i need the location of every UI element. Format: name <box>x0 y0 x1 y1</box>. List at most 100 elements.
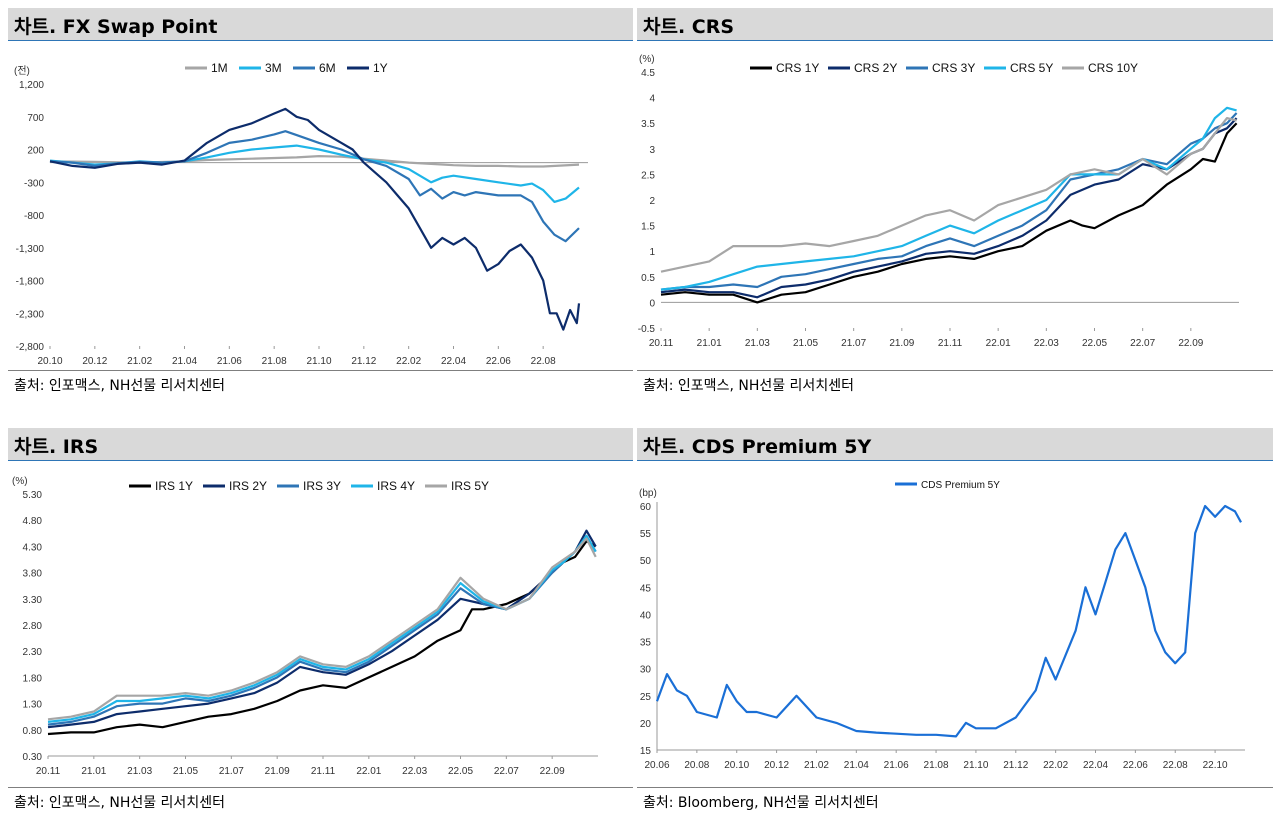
x-tick-label: 21.09 <box>889 338 914 349</box>
x-tick-label: 21.11 <box>311 766 336 777</box>
y-tick-label: 4 <box>649 94 655 105</box>
x-tick-label: 21.03 <box>745 338 770 349</box>
x-tick-label: 21.01 <box>81 766 106 777</box>
chart-source: 출처: 인포맥스, NH선물 리서치센터 <box>643 378 854 394</box>
y-tick-label: 15 <box>640 746 652 757</box>
y-tick-label: 3 <box>649 145 655 156</box>
x-tick-label: 21.03 <box>127 766 152 777</box>
panel-header: 차트. IRS <box>8 428 633 461</box>
y-tick-label: 20 <box>640 719 652 730</box>
y-tick-label: 0.5 <box>641 273 655 284</box>
x-tick-label: 22.06 <box>1123 760 1148 771</box>
panel-irs: 차트. IRS (%) 5.30 4.80 4.30 3.80 3.30 2.80 2.30 1… <box>8 428 633 819</box>
x-tick-label: 20.06 <box>644 760 669 771</box>
y-tick-label: 4.30 <box>23 542 43 553</box>
x-tick-label: 21.12 <box>351 356 376 367</box>
x-tick-label: 20.10 <box>724 760 749 771</box>
y-tick-label: 1.30 <box>23 700 43 711</box>
legend-label: 1Y <box>373 61 388 75</box>
y-tick-label: 25 <box>640 692 652 703</box>
legend-label: IRS 3Y <box>303 479 341 493</box>
y-tick-label: -2,800 <box>16 342 45 353</box>
source-divider <box>8 787 633 788</box>
x-tick-label: 21.05 <box>793 338 818 349</box>
legend-label: CRS 1Y <box>776 61 819 75</box>
panel-header: 차트. CDS Premium 5Y <box>637 428 1273 461</box>
x-tick-label: 22.02 <box>1043 760 1068 771</box>
x-tick-label: 21.07 <box>841 338 866 349</box>
x-tick-label: 22.08 <box>531 356 556 367</box>
series-line-3m <box>49 144 580 203</box>
x-tick-label: 22.05 <box>448 766 473 777</box>
x-tick-label: 20.11 <box>649 338 674 349</box>
x-tick-label: 22.04 <box>1083 760 1108 771</box>
y-tick-label: 2.5 <box>641 170 655 181</box>
x-tick-label: 22.10 <box>1203 760 1228 771</box>
x-tick-label: 22.08 <box>1163 760 1188 771</box>
y-tick-label: 2.30 <box>23 647 43 658</box>
y-axis-unit-label: (%) <box>639 54 655 65</box>
panel-title: 차트. CRS <box>643 16 735 38</box>
y-tick-label: 2 <box>649 196 655 207</box>
y-tick-label: 4.80 <box>23 516 43 527</box>
x-tick-label: 20.11 <box>36 766 61 777</box>
series-line-crs-10y <box>660 116 1237 273</box>
y-tick-label: 3.80 <box>23 569 43 580</box>
y-tick-label: 3.30 <box>23 595 43 606</box>
panel-crs: 차트. CRS (%) 4.5 4 3.5 3 2.5 2 1.5 1 0.5 0 -0.5 20.11… <box>637 8 1273 400</box>
panel-header: 차트. CRS <box>637 8 1273 41</box>
chart-crs: (%) 4.5 4 3.5 3 2.5 2 1.5 1 0.5 0 -0.5 20.11 21.01 21.… <box>638 54 1239 349</box>
panel-header: 차트. FX Swap Point <box>8 8 633 41</box>
x-tick-label: 21.10 <box>306 356 331 367</box>
legend-label: CRS 3Y <box>932 61 975 75</box>
x-tick-label: 22.03 <box>1034 338 1059 349</box>
series-line-crs-3y <box>660 112 1238 291</box>
legend-label: IRS 5Y <box>451 479 489 493</box>
panel-fx-swap-point: 차트. FX Swap Point (전) 1,200 700 200 -300 -800… <box>8 8 633 400</box>
y-tick-label: 0.30 <box>23 752 43 763</box>
x-tick-label: 22.01 <box>356 766 381 777</box>
x-tick-label: 21.07 <box>219 766 244 777</box>
series-line-1y <box>49 107 581 331</box>
panel-cds-premium: 차트. CDS Premium 5Y (bp) 60 55 50 45 40 35 30 25 2… <box>637 428 1273 819</box>
x-tick-label: 21.02 <box>804 760 829 771</box>
x-tick-label: 22.02 <box>396 356 421 367</box>
x-tick-label: 20.08 <box>684 760 709 771</box>
y-tick-label: 200 <box>27 146 44 157</box>
chart-cds-premium-5y: (bp) 60 55 50 45 40 35 30 25 20 15 20.06 20.08 20.10 2… <box>639 480 1245 771</box>
y-tick-label: 40 <box>640 610 652 621</box>
legend-label: 6M <box>319 61 336 75</box>
chart-source: 출처: 인포맥스, NH선물 리서치센터 <box>14 795 225 811</box>
source-divider <box>637 370 1273 371</box>
x-tick-label: 21.02 <box>127 356 152 367</box>
series-line-crs-1y <box>660 122 1238 304</box>
legend-label: CRS 10Y <box>1088 61 1138 75</box>
chart-source: 출처: 인포맥스, NH선물 리서치센터 <box>14 378 225 394</box>
x-tick-label: 21.06 <box>217 356 242 367</box>
panel-title: 차트. CDS Premium 5Y <box>643 436 872 458</box>
x-tick-label: 21.11 <box>938 338 963 349</box>
y-tick-label: -0.5 <box>638 324 656 335</box>
y-tick-label: -300 <box>24 178 44 189</box>
y-tick-label: 1.80 <box>23 673 43 684</box>
y-tick-label: 55 <box>640 529 652 540</box>
y-tick-label: -1,800 <box>16 277 45 288</box>
source-divider <box>637 787 1273 788</box>
x-tick-label: 21.10 <box>963 760 988 771</box>
x-tick-label: 21.05 <box>173 766 198 777</box>
legend-label: CRS 2Y <box>854 61 897 75</box>
x-tick-label: 22.09 <box>1178 338 1203 349</box>
legend-label: CRS 5Y <box>1010 61 1053 75</box>
y-tick-label: 5.30 <box>23 490 43 501</box>
legend-label: IRS 2Y <box>229 479 267 493</box>
x-tick-label: 21.09 <box>265 766 290 777</box>
x-tick-label: 21.08 <box>924 760 949 771</box>
legend-label: IRS 1Y <box>155 479 193 493</box>
x-tick-label: 22.07 <box>494 766 519 777</box>
x-tick-label: 22.05 <box>1082 338 1107 349</box>
y-axis-unit-label: (%) <box>12 476 28 487</box>
series-line-crs-2y <box>660 117 1238 299</box>
y-axis-unit-label: (전) <box>14 65 30 77</box>
panel-title: 차트. IRS <box>14 436 99 458</box>
x-tick-label: 22.09 <box>540 766 565 777</box>
